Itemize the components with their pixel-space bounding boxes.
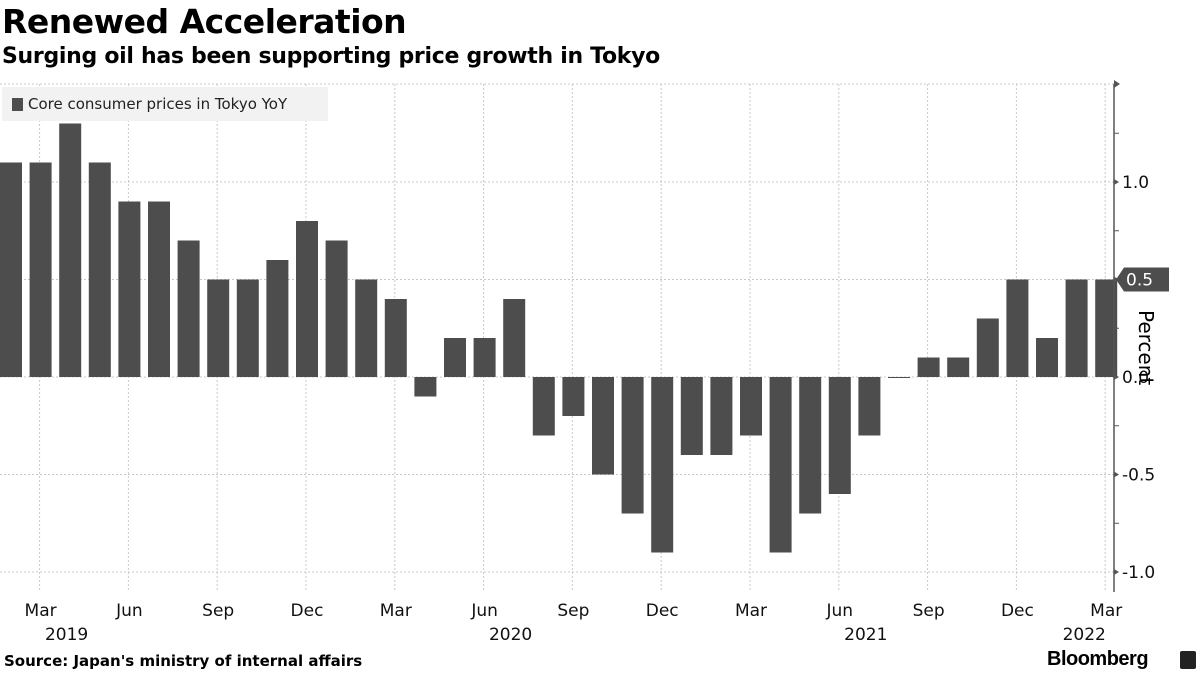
x-year-label: 2020 — [489, 625, 532, 645]
bar — [444, 338, 466, 377]
y-major-tick — [1114, 569, 1119, 575]
legend-label: Core consumer prices in Tokyo YoY — [28, 95, 288, 113]
y-tick-label: 0.0 — [1122, 368, 1149, 388]
x-axis: Mar 2019 Jun Sep Dec Mar Jun 2020 Sep Dec Mar Jun 20… — [25, 601, 1123, 645]
y-tick-label: -1.0 — [1122, 563, 1155, 583]
bar — [828, 377, 851, 494]
x-tick-label: Mar — [380, 601, 412, 621]
bar — [888, 377, 910, 378]
bar — [621, 377, 644, 514]
bar — [651, 377, 674, 553]
bloomberg-chart-icon — [1180, 651, 1196, 669]
chart-subtitle: Surging oil has been supporting price gr… — [2, 44, 660, 69]
last-value-label: 0.5 — [1126, 271, 1153, 291]
bar — [947, 357, 970, 377]
bar — [1095, 279, 1118, 377]
bar — [976, 318, 999, 377]
x-tick-label: Jun — [826, 601, 854, 621]
bar — [355, 279, 378, 377]
bar — [414, 377, 437, 397]
bar — [503, 299, 526, 377]
bar — [177, 240, 200, 377]
bar — [384, 299, 407, 377]
legend-swatch — [12, 97, 23, 111]
x-tick-label: Mar — [735, 601, 767, 621]
x-tick-label: Dec — [291, 601, 324, 621]
x-tick-label: Mar — [25, 601, 57, 621]
y-axis: -1.0 -0.5 0.0 1.0 0.5 — [1113, 80, 1169, 592]
bar — [858, 377, 881, 436]
bar — [917, 357, 940, 377]
source-note: Source: Japan's ministry of internal aff… — [4, 652, 363, 670]
bar — [0, 162, 22, 377]
legend: Core consumer prices in Tokyo YoY — [2, 87, 328, 121]
x-tick-label: Jun — [470, 601, 498, 621]
bar — [710, 377, 733, 455]
bar — [207, 279, 230, 377]
y-major-tick — [1114, 374, 1119, 380]
x-tick-label: Sep — [202, 601, 234, 621]
y-axis-arrow — [1114, 80, 1120, 88]
bar — [1036, 338, 1058, 377]
bar — [1006, 279, 1029, 377]
x-year-label: 2019 — [45, 625, 88, 645]
bar — [799, 377, 822, 514]
last-value-tag — [1116, 267, 1169, 292]
bar — [236, 279, 259, 377]
x-tick-label: Jun — [115, 601, 143, 621]
y-major-tick — [1114, 179, 1119, 185]
bar — [740, 377, 762, 436]
bar — [532, 377, 555, 436]
x-year-label: 2021 — [844, 625, 887, 645]
bar — [296, 221, 318, 377]
y-tick-label: 1.0 — [1122, 173, 1149, 193]
bar — [266, 260, 289, 377]
x-tick-label: Mar — [1090, 601, 1122, 621]
x-tick-label: Sep — [913, 601, 945, 621]
bar — [148, 201, 170, 377]
bar — [118, 201, 141, 377]
bars — [0, 123, 1118, 553]
bar — [1065, 279, 1088, 377]
bar — [473, 338, 496, 377]
bar — [59, 123, 82, 377]
bloomberg-logo: Bloomberg — [1047, 648, 1149, 670]
bar — [769, 377, 792, 553]
y-axis-label: Percent — [1134, 310, 1158, 386]
x-tick-label: Sep — [557, 601, 589, 621]
bar — [88, 162, 111, 377]
bar — [325, 240, 348, 377]
bar — [29, 162, 52, 377]
bar — [680, 377, 703, 455]
bar — [562, 377, 585, 416]
x-tick-label: Dec — [646, 601, 679, 621]
y-major-tick — [1114, 471, 1119, 478]
x-tick-label: Dec — [1001, 601, 1034, 621]
x-year-label: 2022 — [1063, 625, 1106, 645]
bar — [592, 377, 614, 475]
chart-title: Renewed Acceleration — [2, 2, 407, 41]
y-tick-label: -0.5 — [1122, 466, 1155, 486]
